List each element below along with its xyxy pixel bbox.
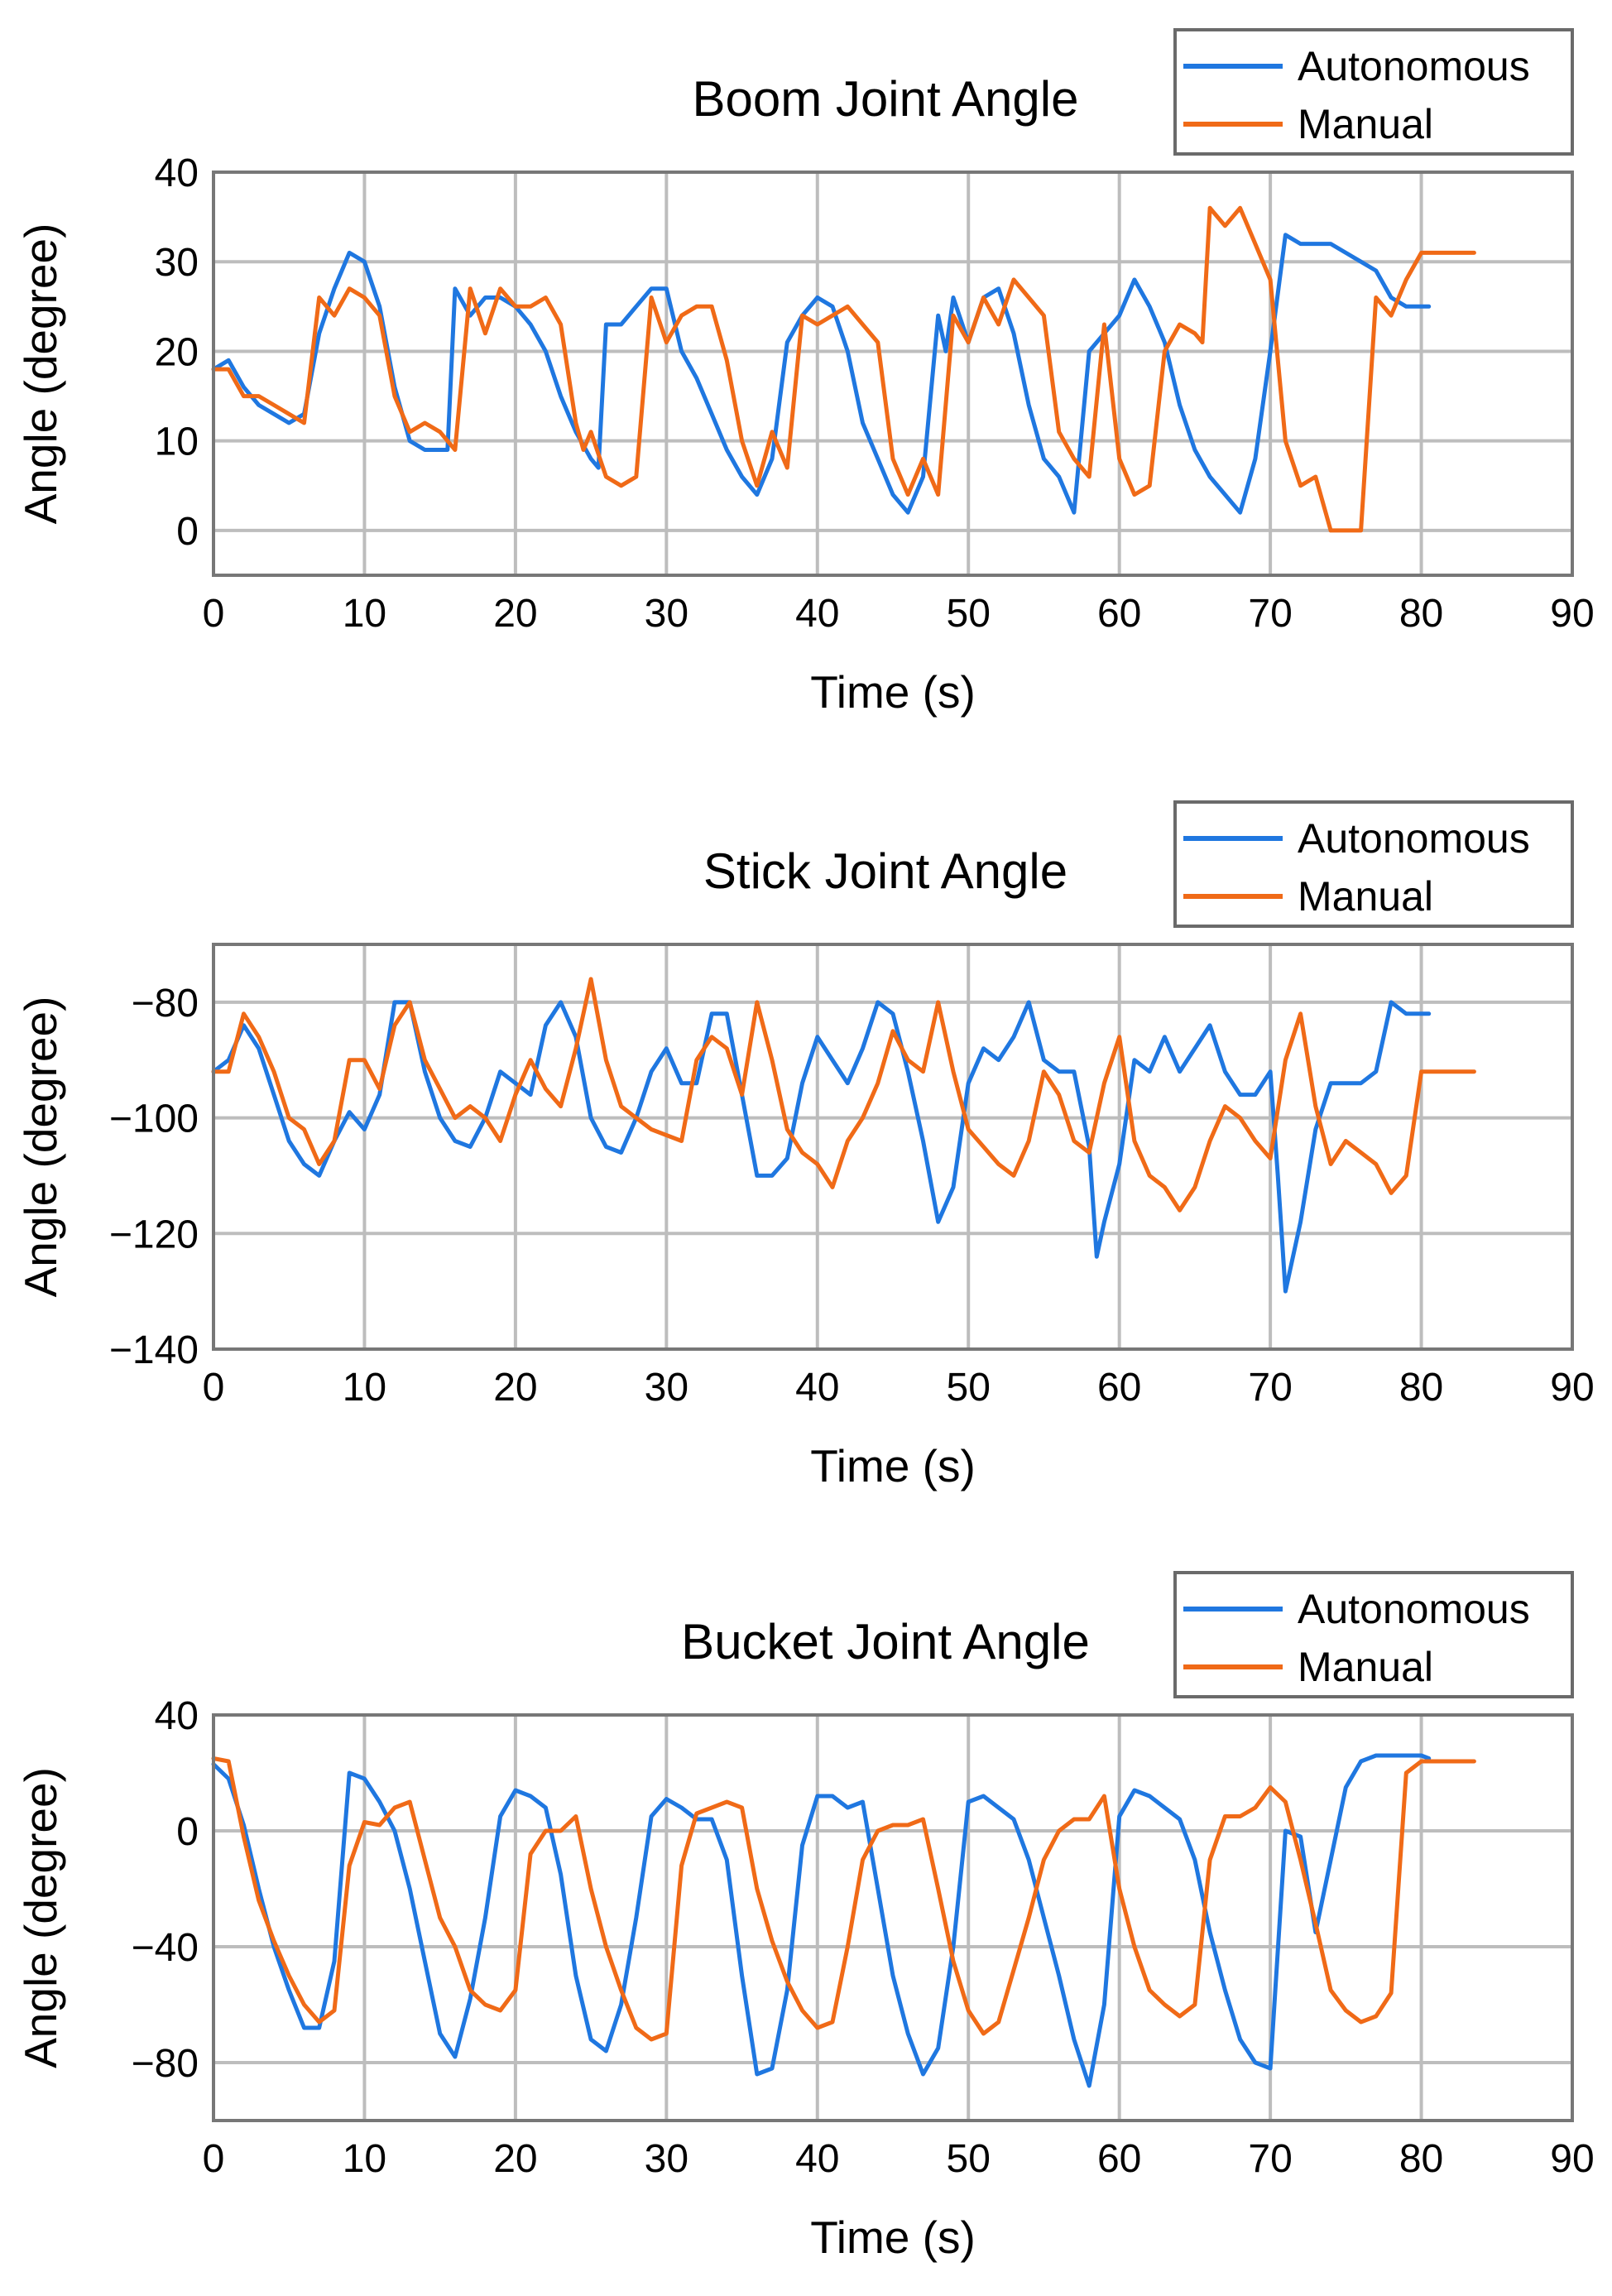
- manual-legend-label: Manual: [1298, 101, 1433, 147]
- x-tick-label: 90: [1550, 1366, 1594, 1410]
- y-tick-label: 0: [176, 510, 199, 554]
- x-tick-label: 60: [1097, 1366, 1141, 1410]
- plot-frame: [212, 171, 1574, 577]
- x-axis-label: Time (s): [810, 2212, 976, 2263]
- x-tick-label: 0: [203, 592, 225, 636]
- x-tick-label: 60: [1097, 592, 1141, 636]
- autonomous-series-line: [211, 1753, 1432, 2088]
- y-tick-label: −140: [109, 1328, 199, 1372]
- chart-title: Boom Joint Angle: [693, 71, 1079, 127]
- y-axis-label: Angle (degree): [15, 223, 66, 525]
- bucket-panel: 0 10 20 30 40 50 60 70 80 90 −80 −40 0 40 Time (s) Angl…: [15, 1571, 1595, 2263]
- autonomous-series-line: [211, 1000, 1432, 1294]
- manual-series-line: [211, 977, 1476, 1213]
- boom-panel: 0 10 20 30 40 50 60 70 80 90 0 10 20 30 40 Time (s) Angl…: [15, 28, 1595, 718]
- manual-series-line: [211, 1756, 1476, 2042]
- x-tick-label: 20: [493, 592, 537, 636]
- autonomous-legend-label: Autonomous: [1298, 1586, 1530, 1632]
- x-tick-label: 10: [343, 1366, 386, 1410]
- chart-title: Stick Joint Angle: [703, 843, 1067, 899]
- manual-legend-label: Manual: [1298, 873, 1433, 920]
- x-tick-label: 20: [493, 1366, 537, 1410]
- x-tick-label: 90: [1550, 2137, 1594, 2181]
- x-tick-label: 30: [645, 592, 688, 636]
- x-tick-label: 80: [1399, 2137, 1443, 2181]
- plot-frame: [212, 943, 1574, 1351]
- x-tick-label: 30: [645, 2137, 688, 2181]
- x-tick-label: 80: [1399, 592, 1443, 636]
- x-tick-label: 40: [795, 592, 839, 636]
- x-tick-label: 70: [1248, 1366, 1292, 1410]
- stick-panel: 0 10 20 30 40 50 60 70 80 90 −140 −120 −100 −80 Time (…: [15, 800, 1595, 1491]
- y-tick-label: −100: [109, 1098, 199, 1141]
- y-tick-label: −80: [132, 2042, 199, 2086]
- x-tick-label: 50: [947, 1366, 991, 1410]
- legend-box: [1173, 800, 1574, 928]
- y-tick-label: 30: [155, 241, 199, 285]
- x-axis-label: Time (s): [810, 666, 976, 718]
- autonomous-series-line: [211, 233, 1432, 515]
- manual-series-line: [211, 205, 1476, 533]
- x-tick-label: 0: [203, 1366, 225, 1410]
- x-tick-label: 70: [1248, 2137, 1292, 2181]
- autonomous-legend-label: Autonomous: [1298, 43, 1530, 89]
- x-axis-label: Time (s): [810, 1440, 976, 1491]
- x-tick-label: 50: [947, 592, 991, 636]
- plot-area: [213, 944, 1572, 1349]
- legend-box: [1173, 28, 1574, 156]
- y-tick-label: 20: [155, 330, 199, 374]
- x-tick-label: 50: [947, 2137, 991, 2181]
- y-axis-label: Angle (degree): [15, 1767, 66, 2068]
- y-tick-label: 40: [155, 151, 199, 195]
- x-tick-label: 90: [1550, 592, 1594, 636]
- x-tick-label: 0: [203, 2137, 225, 2181]
- y-tick-label: 0: [176, 1810, 199, 1854]
- y-tick-label: −40: [132, 1926, 199, 1970]
- chart-title: Bucket Joint Angle: [681, 1614, 1090, 1669]
- y-axis-label: Angle (degree): [15, 997, 66, 1298]
- x-tick-label: 60: [1097, 2137, 1141, 2181]
- autonomous-legend-label: Autonomous: [1298, 815, 1530, 862]
- plot-area: [213, 172, 1572, 575]
- legend-box: [1173, 1571, 1574, 1698]
- y-tick-label: 10: [155, 420, 199, 464]
- x-tick-label: 40: [795, 2137, 839, 2181]
- plot-frame: [212, 1713, 1574, 2122]
- x-tick-label: 70: [1248, 592, 1292, 636]
- y-tick-label: −120: [109, 1213, 199, 1256]
- y-tick-label: 40: [155, 1694, 199, 1738]
- x-tick-label: 10: [343, 592, 386, 636]
- x-tick-label: 40: [795, 1366, 839, 1410]
- x-tick-label: 10: [343, 2137, 386, 2181]
- x-tick-label: 80: [1399, 1366, 1443, 1410]
- x-tick-label: 20: [493, 2137, 537, 2181]
- x-tick-label: 30: [645, 1366, 688, 1410]
- manual-legend-label: Manual: [1298, 1644, 1433, 1690]
- y-tick-label: −80: [132, 982, 199, 1026]
